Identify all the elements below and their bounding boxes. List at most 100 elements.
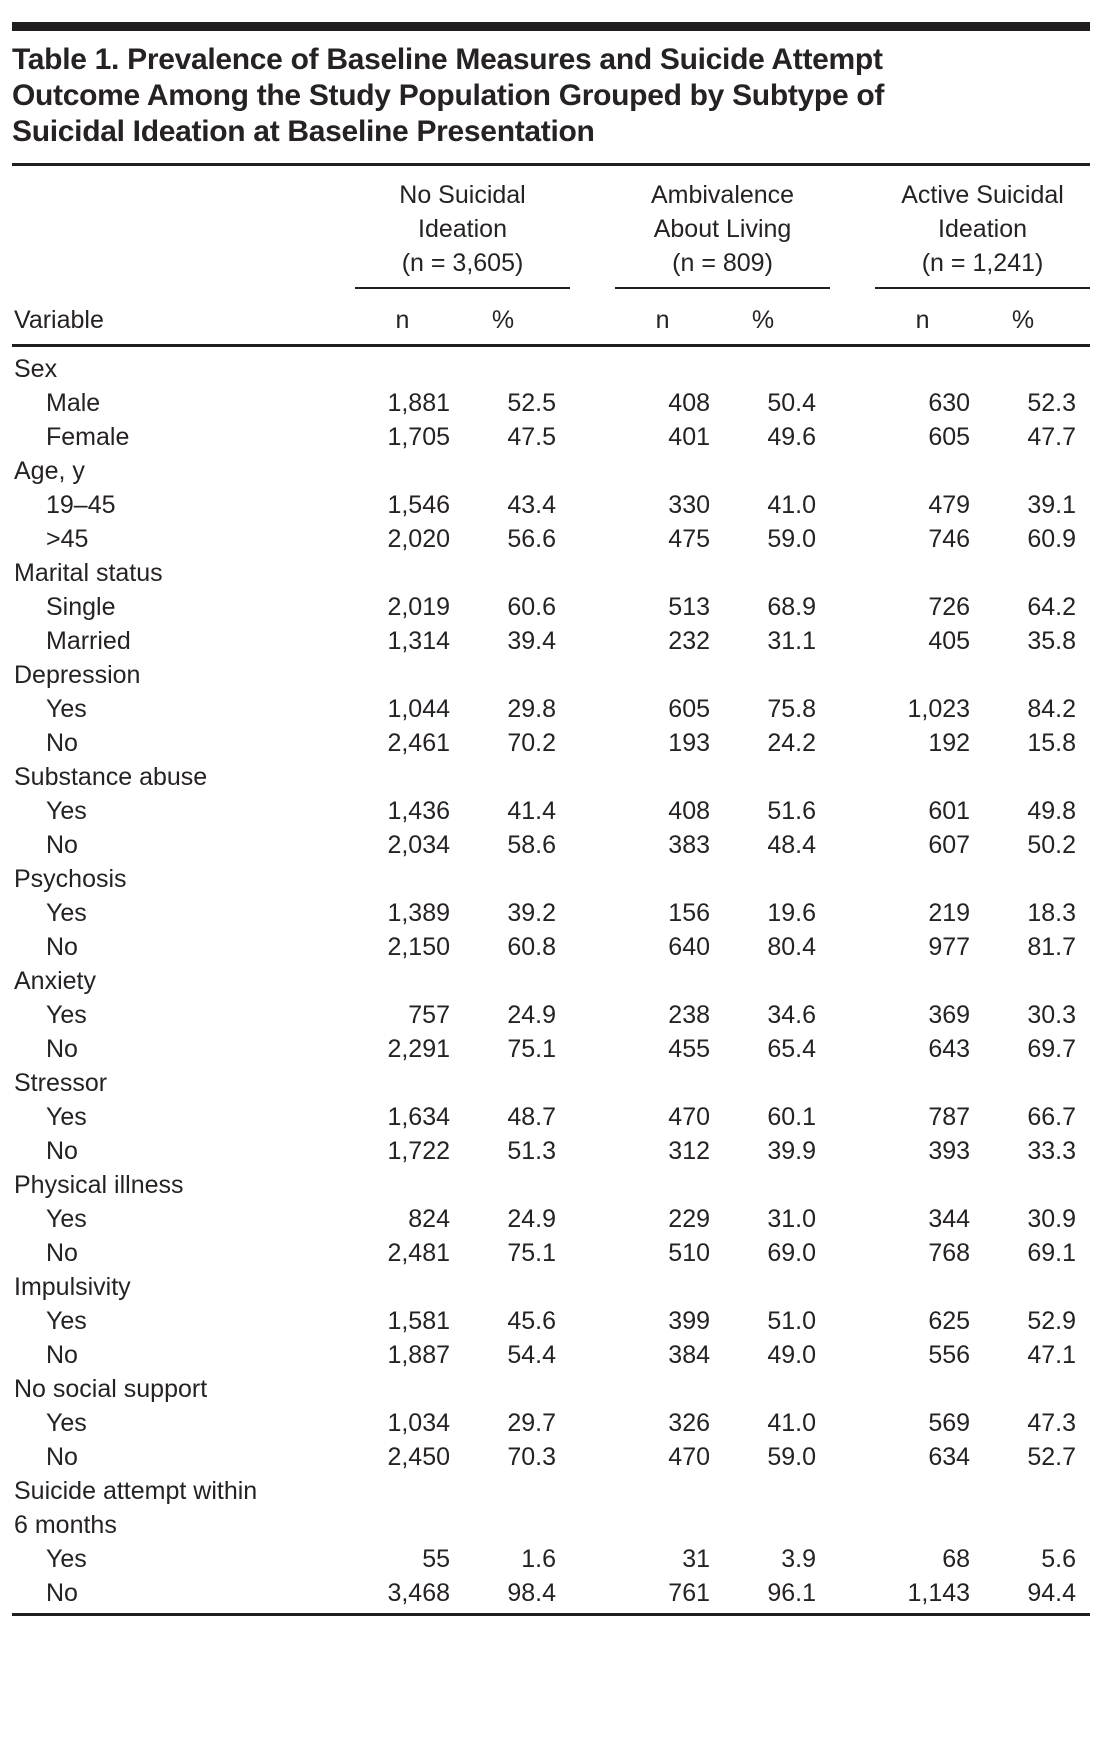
cell-n: 232 [668, 627, 711, 655]
cell-pct: 47.5 [507, 423, 557, 451]
cell-pct [970, 862, 1090, 896]
column-gap [830, 1576, 876, 1616]
cell-n: 1,314 [387, 627, 450, 655]
row-label: Yes [46, 1205, 87, 1233]
column-gap [830, 1406, 875, 1440]
table-row: No 2,291 75.1 455 65.4 643 69.7 [12, 1032, 1090, 1066]
cell-n [875, 658, 970, 692]
column-gap [570, 488, 615, 522]
cell-n: 312 [668, 1137, 711, 1165]
section-label: Sex [14, 355, 58, 383]
column-gap [570, 1134, 615, 1168]
cell-pct: 33.3 [1027, 1137, 1077, 1165]
row-label: No [46, 1443, 78, 1471]
row-label: Yes [46, 1307, 87, 1335]
column-gap [570, 930, 615, 964]
cell-pct: 15.8 [1027, 729, 1077, 757]
table-row: Married 1,314 39.4 232 31.1 405 35.8 [12, 624, 1090, 658]
table-row: Yes 1,581 45.6 399 51.0 625 52.9 [12, 1304, 1090, 1338]
cell-n: 1,143 [875, 1576, 971, 1616]
cell-pct: 70.3 [507, 1443, 557, 1471]
cell-n [355, 1270, 450, 1304]
cell-n: 2,450 [387, 1443, 450, 1471]
cell-n: 2,481 [387, 1239, 450, 1267]
column-gap [570, 1406, 615, 1440]
cell-pct [970, 1372, 1090, 1406]
n-column-header: n [875, 288, 971, 347]
cell-pct: 64.2 [1027, 593, 1077, 621]
cell-pct: 50.4 [767, 389, 817, 417]
cell-pct: 47.1 [1027, 1341, 1077, 1369]
table-title: Table 1. Prevalence of Baseline Measures… [12, 43, 885, 148]
column-gap [830, 1100, 875, 1134]
column-gap [570, 896, 615, 930]
cell-n [875, 454, 970, 488]
cell-n [875, 346, 970, 387]
cell-pct: 60.6 [507, 593, 557, 621]
cell-n: 1,034 [387, 1409, 450, 1437]
column-gap [830, 726, 875, 760]
column-gap [570, 386, 615, 420]
section-row: No social support [12, 1372, 1090, 1406]
cell-pct [970, 1168, 1090, 1202]
cell-n: 384 [668, 1341, 711, 1369]
cell-pct: 60.9 [1027, 525, 1077, 553]
cell-pct: 52.5 [507, 389, 557, 417]
column-gap [830, 1134, 875, 1168]
column-gap [570, 1168, 615, 1202]
cell-n: 640 [668, 933, 711, 961]
column-gap [830, 288, 876, 347]
row-label: No [46, 831, 78, 859]
column-gap [830, 930, 875, 964]
section-row: Age, y [12, 454, 1090, 488]
column-gap [570, 1100, 615, 1134]
cell-n: 1,881 [387, 389, 450, 417]
section-label: Substance abuse [14, 763, 208, 791]
cell-pct: 19.6 [767, 899, 817, 927]
column-gap [570, 998, 615, 1032]
cell-pct: 3.9 [781, 1545, 817, 1573]
cell-pct: 24.2 [767, 729, 817, 757]
row-label: No [12, 1576, 355, 1616]
section-label: Depression [14, 661, 141, 689]
column-gap [830, 964, 875, 998]
cell-pct: 39.1 [1027, 491, 1077, 519]
cell-pct: 47.7 [1027, 423, 1077, 451]
n-column-header: n [355, 288, 450, 347]
n-column-header: n [615, 288, 711, 347]
column-gap [830, 692, 875, 726]
column-gap [570, 1576, 616, 1616]
cell-pct: 60.8 [507, 933, 557, 961]
column-gap [570, 556, 615, 590]
cell-pct: 47.3 [1027, 1409, 1077, 1437]
row-label: Male [46, 389, 101, 417]
cell-pct [970, 1270, 1090, 1304]
cell-n [355, 346, 450, 387]
cell-n: 2,291 [387, 1035, 450, 1063]
cell-pct: 69.0 [767, 1239, 817, 1267]
row-label: Yes [46, 1103, 87, 1131]
table-row: No 2,481 75.1 510 69.0 768 69.1 [12, 1236, 1090, 1270]
cell-pct [450, 760, 570, 794]
column-gap [830, 1032, 875, 1066]
cell-n: 383 [668, 831, 711, 859]
column-gap [830, 556, 875, 590]
cell-pct: 34.6 [767, 1001, 817, 1029]
column-gap [830, 1236, 875, 1270]
table-row: Yes 1,389 39.2 156 19.6 219 18.3 [12, 896, 1090, 930]
table-row: No 2,450 70.3 470 59.0 634 52.7 [12, 1440, 1090, 1474]
cell-pct: 1.6 [521, 1545, 557, 1573]
cell-n: 2,034 [387, 831, 450, 859]
cell-n: 3,468 [355, 1576, 450, 1616]
cell-pct: 51.0 [767, 1307, 817, 1335]
row-label: Yes [46, 1409, 87, 1437]
cell-pct: 54.4 [507, 1341, 557, 1369]
pct-column-header: % [970, 288, 1091, 347]
column-gap [570, 522, 615, 556]
column-gap [570, 288, 616, 347]
cell-n: 330 [668, 491, 711, 519]
cell-n: 238 [668, 1001, 711, 1029]
cell-pct: 75.8 [767, 695, 817, 723]
cell-pct: 35.8 [1027, 627, 1077, 655]
column-gap [830, 862, 875, 896]
